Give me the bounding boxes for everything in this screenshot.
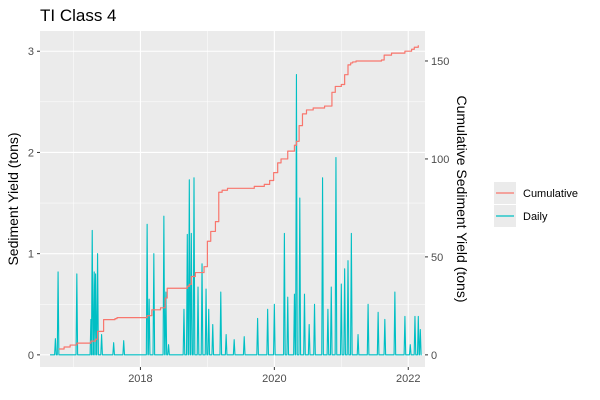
y-axis-title: Sediment Yield (tons) [5,132,21,265]
series-daily [50,73,422,356]
y2-tick-label: 0 [431,350,437,362]
y-tick-label: 2 [28,147,34,159]
y2-axis-title: Cumulative Sediment Yield (tons) [454,96,470,303]
x-axis: 2018 2020 2022 [128,367,421,385]
legend-label-cumulative: Cumulative [523,188,578,200]
y2-tick-label: 50 [431,252,443,264]
y-tick-label: 3 [28,46,34,58]
y-axis-right: 0 50 100 150 [425,56,449,362]
y2-tick-label: 100 [431,154,449,166]
y-tick-label: 1 [28,249,34,261]
legend-label-daily: Daily [523,211,548,223]
series-cumulative-line [58,45,419,350]
y-axis-left: 0 1 2 3 [28,46,40,362]
x-tick-label: 2018 [128,373,152,385]
series-cumulative [58,45,419,350]
plot-panel [40,31,425,367]
y-tick-label: 0 [28,350,34,362]
series-daily-line [50,73,422,356]
chart-title: TI Class 4 [40,6,117,25]
x-tick-label: 2020 [262,373,286,385]
x-tick-label: 2022 [396,373,420,385]
y2-tick-label: 150 [431,56,449,68]
legend: Cumulative Daily [494,182,578,227]
